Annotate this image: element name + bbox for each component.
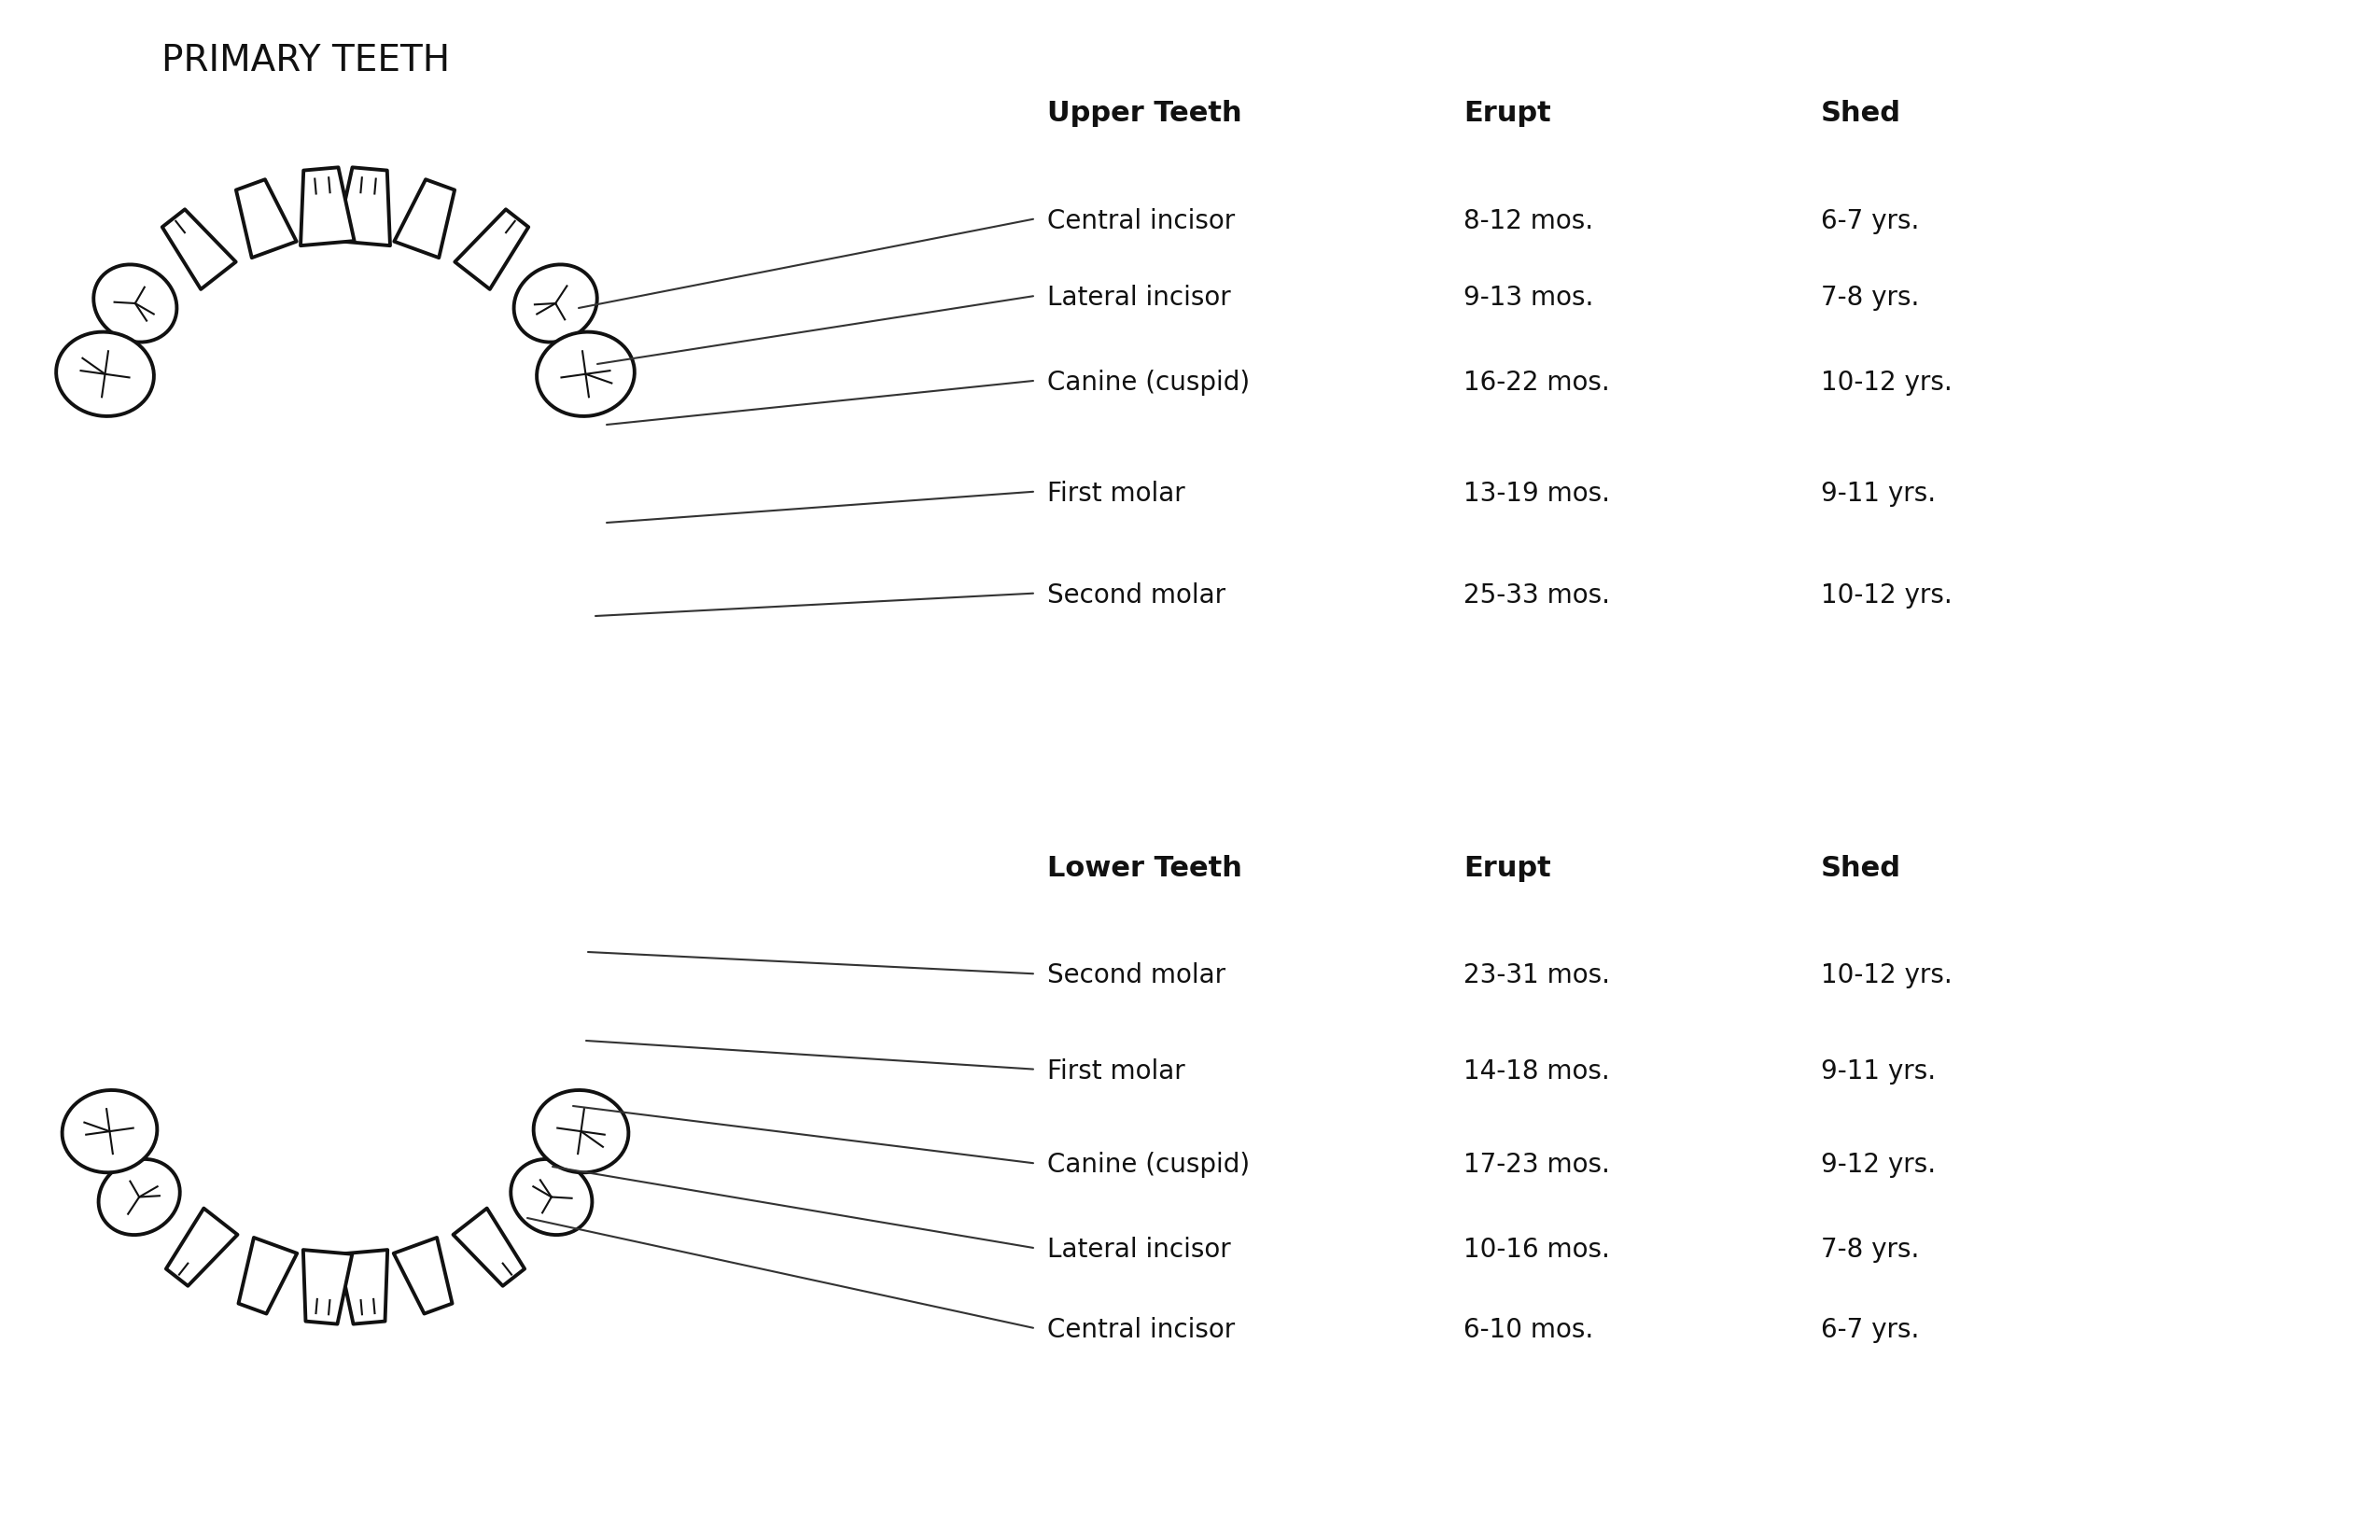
Text: Central incisor: Central incisor: [1047, 1317, 1235, 1343]
Text: 6-7 yrs.: 6-7 yrs.: [1821, 1317, 1918, 1343]
Text: 16-22 mos.: 16-22 mos.: [1464, 370, 1609, 396]
Ellipse shape: [57, 333, 155, 416]
Polygon shape: [167, 1209, 238, 1286]
Polygon shape: [302, 1250, 352, 1324]
Text: Upper Teeth: Upper Teeth: [1047, 100, 1242, 128]
Polygon shape: [336, 168, 390, 245]
Text: Shed: Shed: [1821, 855, 1902, 882]
Text: 8-12 mos.: 8-12 mos.: [1464, 208, 1595, 234]
Polygon shape: [300, 168, 355, 245]
Ellipse shape: [62, 1090, 157, 1172]
Text: 25-33 mos.: 25-33 mos.: [1464, 582, 1611, 608]
Text: Shed: Shed: [1821, 100, 1902, 128]
Text: 10-12 yrs.: 10-12 yrs.: [1821, 370, 1952, 396]
Text: 9-13 mos.: 9-13 mos.: [1464, 285, 1595, 311]
Polygon shape: [393, 1238, 452, 1314]
Text: Lower Teeth: Lower Teeth: [1047, 855, 1242, 882]
Ellipse shape: [93, 265, 176, 342]
Text: 7-8 yrs.: 7-8 yrs.: [1821, 1237, 1918, 1263]
Text: 6-10 mos.: 6-10 mos.: [1464, 1317, 1595, 1343]
Text: 23-31 mos.: 23-31 mos.: [1464, 962, 1611, 989]
Polygon shape: [238, 1238, 298, 1314]
Text: 10-16 mos.: 10-16 mos.: [1464, 1237, 1611, 1263]
Ellipse shape: [538, 333, 635, 416]
Text: 14-18 mos.: 14-18 mos.: [1464, 1058, 1609, 1084]
Text: First molar: First molar: [1047, 480, 1185, 507]
Text: Canine (cuspid): Canine (cuspid): [1047, 1152, 1250, 1178]
Text: Erupt: Erupt: [1464, 855, 1552, 882]
Polygon shape: [455, 209, 528, 290]
Ellipse shape: [512, 1160, 593, 1235]
Text: 9-12 yrs.: 9-12 yrs.: [1821, 1152, 1935, 1178]
Ellipse shape: [98, 1160, 181, 1235]
Text: Erupt: Erupt: [1464, 100, 1552, 128]
Text: Second molar: Second molar: [1047, 582, 1226, 608]
Text: First molar: First molar: [1047, 1058, 1185, 1084]
Text: Central incisor: Central incisor: [1047, 208, 1235, 234]
Ellipse shape: [514, 265, 597, 342]
Polygon shape: [395, 180, 455, 257]
Polygon shape: [452, 1209, 524, 1286]
Text: 10-12 yrs.: 10-12 yrs.: [1821, 582, 1952, 608]
Text: 13-19 mos.: 13-19 mos.: [1464, 480, 1611, 507]
Text: Lateral incisor: Lateral incisor: [1047, 1237, 1230, 1263]
Ellipse shape: [533, 1090, 628, 1172]
Text: PRIMARY TEETH: PRIMARY TEETH: [162, 43, 450, 79]
Text: Canine (cuspid): Canine (cuspid): [1047, 370, 1250, 396]
Polygon shape: [162, 209, 236, 290]
Text: 7-8 yrs.: 7-8 yrs.: [1821, 285, 1918, 311]
Text: 17-23 mos.: 17-23 mos.: [1464, 1152, 1611, 1178]
Text: 6-7 yrs.: 6-7 yrs.: [1821, 208, 1918, 234]
Text: 10-12 yrs.: 10-12 yrs.: [1821, 962, 1952, 989]
Text: 9-11 yrs.: 9-11 yrs.: [1821, 1058, 1935, 1084]
Text: Lateral incisor: Lateral incisor: [1047, 285, 1230, 311]
Polygon shape: [236, 180, 298, 257]
Polygon shape: [338, 1250, 388, 1324]
Text: 9-11 yrs.: 9-11 yrs.: [1821, 480, 1935, 507]
Text: Second molar: Second molar: [1047, 962, 1226, 989]
